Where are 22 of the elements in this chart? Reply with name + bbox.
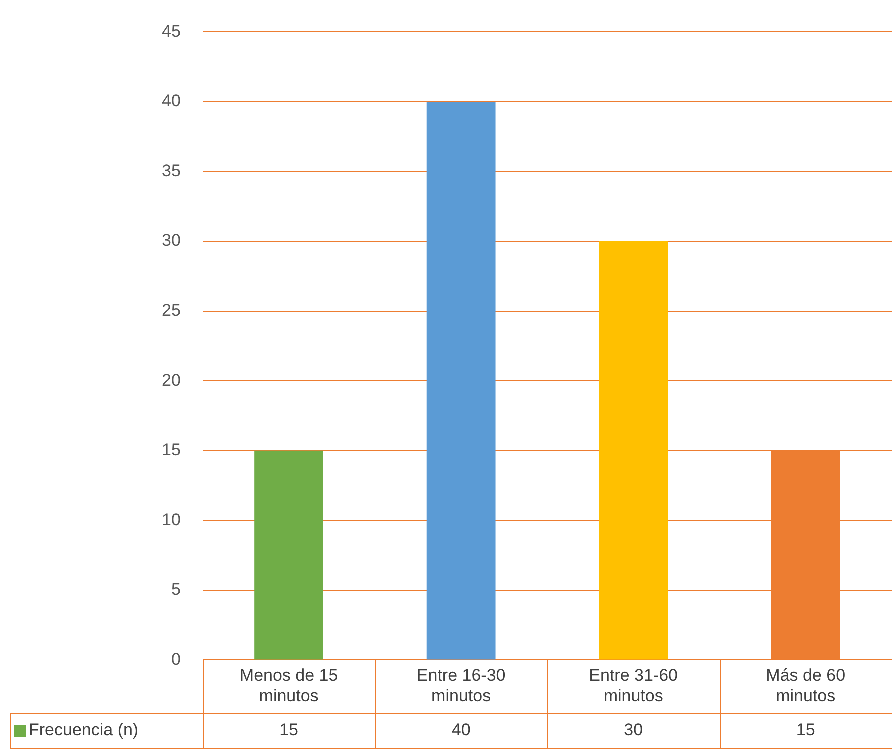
data-label: 15 [796, 720, 816, 740]
data-label: 40 [452, 720, 471, 740]
y-tick-label: 45 [162, 22, 181, 41]
y-tick-label: 5 [171, 580, 181, 600]
y-tick-label: 0 [171, 650, 181, 669]
bar [254, 450, 324, 660]
legend-label: Frecuencia (n) [29, 720, 139, 740]
bar [426, 102, 496, 660]
bar [599, 242, 668, 660]
y-tick-label: 40 [162, 92, 181, 111]
y-tick-label: 30 [162, 231, 181, 250]
y-tick-label: 25 [162, 301, 181, 320]
x-tick-label: Más de 60 minutos [766, 666, 846, 706]
y-tick-label: 35 [162, 161, 181, 180]
y-tick-label: 20 [162, 370, 181, 390]
x-tick-label: Entre 16-30 minutos [416, 666, 506, 706]
data-label: 15 [280, 720, 299, 740]
x-tick-label: Menos de 15 minutos [240, 666, 338, 706]
y-tick-label: 10 [162, 510, 181, 530]
x-tick-label: Entre 31-60 minutos [589, 666, 678, 706]
data-label: 30 [624, 720, 644, 740]
y-tick-label: 15 [162, 440, 181, 460]
